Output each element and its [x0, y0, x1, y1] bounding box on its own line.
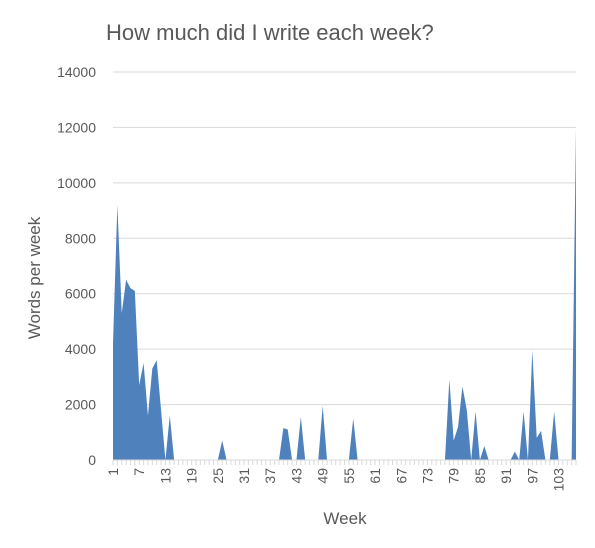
x-tick-label: 31: [236, 468, 252, 484]
x-axis-title: Week: [323, 509, 367, 528]
x-tick-label: 13: [157, 468, 173, 484]
x-tick-label: 49: [315, 468, 331, 484]
x-tick-label: 67: [393, 468, 409, 484]
area-series: [113, 127, 576, 460]
x-axis-tick-labels: 1 7 13 19 25 31 37 43 49 55 61 67 73 79 85 91 97 103: [105, 468, 567, 492]
x-tick-label: 55: [341, 468, 357, 484]
x-tick-label: 61: [367, 468, 383, 484]
y-axis-tick-labels: 0 2000 4000 6000 8000 10000 12000 14000: [57, 64, 96, 468]
y-tick-label: 6000: [65, 286, 96, 302]
x-tick-label: 91: [498, 468, 514, 484]
y-tick-label: 2000: [65, 397, 96, 413]
y-tick-label: 12000: [57, 119, 96, 135]
chart-title: How much did I write each week?: [106, 20, 434, 45]
x-tick-label: 43: [288, 468, 304, 484]
gridlines: [113, 71, 576, 406]
x-tick-label: 19: [184, 468, 200, 484]
series-layer: [113, 127, 576, 460]
x-axis: [112, 459, 577, 465]
y-tick-label: 14000: [57, 64, 96, 80]
x-tick-label: 79: [446, 468, 462, 484]
x-tick-label: 103: [551, 468, 567, 492]
y-axis-title: Words per week: [25, 216, 44, 339]
y-tick-label: 4000: [65, 341, 96, 357]
x-tick-label: 1: [105, 468, 121, 476]
x-tick-label: 25: [210, 468, 226, 484]
x-tick-label: 97: [524, 468, 540, 484]
x-tick-label: 73: [419, 468, 435, 484]
y-tick-label: 0: [88, 452, 96, 468]
x-tick-label: 7: [131, 468, 147, 476]
x-tick-label: 85: [472, 468, 488, 484]
x-tick-label: 37: [262, 468, 278, 484]
y-tick-label: 8000: [65, 230, 96, 246]
y-tick-label: 10000: [57, 175, 96, 191]
